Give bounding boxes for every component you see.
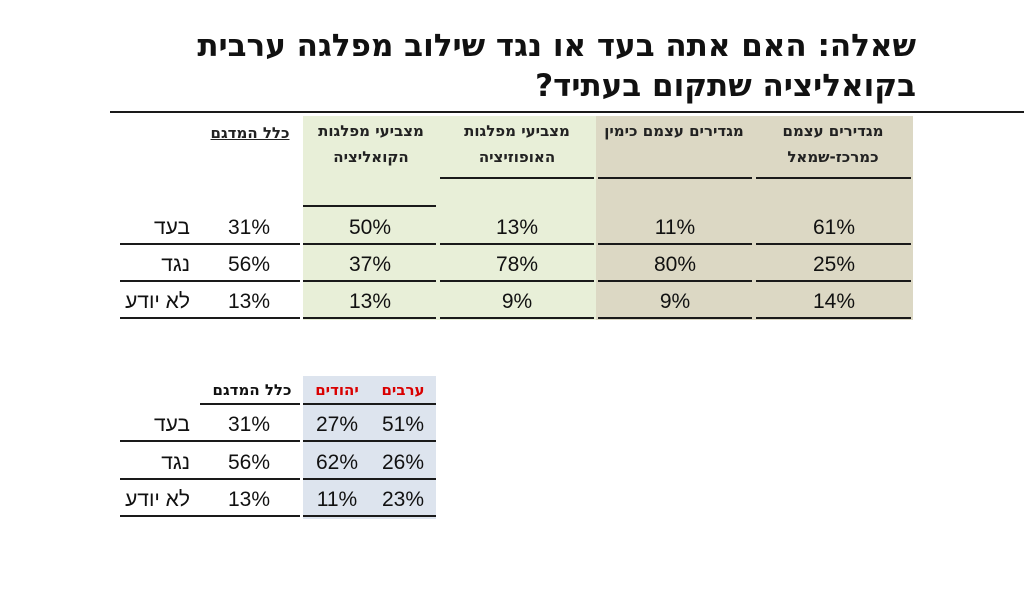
row-rule [440, 243, 594, 245]
column-header-coalition-voters: מצביעי מפלגות הקואליציה [318, 122, 424, 166]
row-rule [120, 280, 300, 282]
cell-arabs-against: 26% [381, 451, 425, 474]
row-rule [120, 243, 300, 245]
row-label-against: נגד [161, 253, 190, 276]
header-rule [440, 177, 594, 179]
cell-total-against: 56% [227, 451, 271, 474]
column-header-right-wing: מגדירים עצמם כימין [604, 122, 744, 140]
row-rule [303, 243, 436, 245]
row-rule [303, 478, 436, 480]
header-rule [303, 205, 436, 207]
cell-opposition-for: 13% [495, 216, 539, 239]
cell-opposition-dont-know: 9% [501, 290, 533, 313]
cell-right-against: 80% [653, 253, 697, 276]
row-rule [440, 280, 594, 282]
cell-center-left-dont-know: 14% [812, 290, 856, 313]
column-header-total: כלל המדגם [212, 381, 292, 399]
cell-total-dont-know: 13% [227, 488, 271, 511]
column-header-arabs: ערבים [381, 381, 425, 399]
cell-total-for: 31% [227, 413, 271, 436]
header-rule [200, 403, 300, 405]
row-rule [303, 515, 436, 517]
cell-center-left-for: 61% [812, 216, 856, 239]
blue-shade-area [303, 376, 436, 519]
row-rule [756, 317, 911, 319]
cell-total-dont-know: 13% [227, 290, 271, 313]
column-header-total: כלל המדגם [210, 124, 290, 142]
column-header-jews: יהודים [315, 381, 359, 399]
header-rule [756, 177, 911, 179]
header-rule [598, 177, 752, 179]
row-label-dont-know: לא יודע [125, 290, 190, 313]
green-shade-area [303, 116, 596, 320]
row-rule [598, 317, 752, 319]
row-label-for: בעד [153, 216, 190, 239]
row-rule [440, 317, 594, 319]
row-label-against: נגד [161, 451, 190, 474]
cell-arabs-for: 51% [381, 413, 425, 436]
tan-shade-area [596, 116, 913, 320]
column-header-opposition-voters: מצביעי מפלגות האופוזיציה [464, 122, 570, 166]
page-title: שאלה: האם אתה בעד או נגד שילוב מפלגה ערב… [197, 28, 916, 104]
cell-jews-for: 27% [315, 413, 359, 436]
cell-right-dont-know: 9% [659, 290, 691, 313]
cell-total-against: 56% [227, 253, 271, 276]
row-rule [303, 317, 436, 319]
row-rule [120, 515, 300, 517]
cell-jews-dont-know: 11% [316, 488, 358, 511]
row-rule [120, 440, 300, 442]
cell-coalition-dont-know: 13% [348, 290, 392, 313]
row-label-dont-know: לא יודע [125, 488, 190, 511]
row-rule [598, 243, 752, 245]
row-rule [756, 280, 911, 282]
cell-total-for: 31% [227, 216, 271, 239]
row-rule [120, 317, 300, 319]
cell-arabs-dont-know: 23% [381, 488, 425, 511]
cell-opposition-against: 78% [495, 253, 539, 276]
column-header-center-left: מגדירים עצמם כמרכז-שמאל [782, 122, 884, 166]
row-rule [756, 243, 911, 245]
cell-coalition-for: 50% [348, 216, 392, 239]
title-divider [110, 111, 1024, 113]
cell-right-for: 11% [654, 216, 696, 239]
row-label-for: בעד [153, 413, 190, 436]
header-rule [303, 403, 436, 405]
row-rule [598, 280, 752, 282]
cell-coalition-against: 37% [348, 253, 392, 276]
cell-jews-against: 62% [315, 451, 359, 474]
row-rule [303, 280, 436, 282]
cell-center-left-against: 25% [812, 253, 856, 276]
row-rule [303, 440, 436, 442]
row-rule [120, 478, 300, 480]
